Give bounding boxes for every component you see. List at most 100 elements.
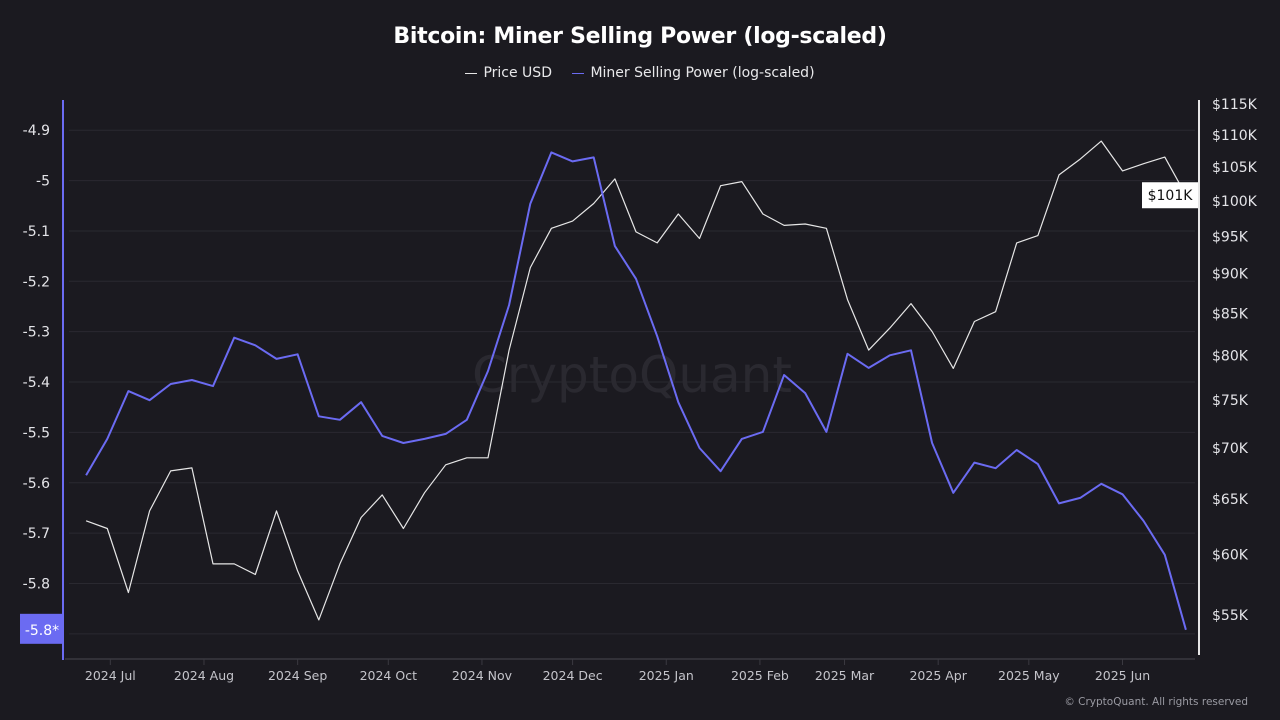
- price-point: [339, 563, 341, 565]
- legend-item-price[interactable]: Price USD: [465, 65, 552, 81]
- price-point: [762, 213, 764, 215]
- price-point: [381, 494, 383, 496]
- x-tick-label: 2025 May: [998, 668, 1060, 683]
- msp-point: [656, 335, 658, 337]
- price-point: [1100, 140, 1102, 142]
- x-tick-label: 2024 Oct: [360, 668, 417, 683]
- msp-point: [1143, 520, 1145, 522]
- msp-point: [466, 419, 468, 421]
- left-tick-label: -5.2: [23, 274, 50, 290]
- right-tick-label: $60K: [1212, 548, 1249, 564]
- price-point: [275, 510, 277, 512]
- price-point: [720, 185, 722, 187]
- price-point: [424, 492, 426, 494]
- msp-point: [572, 160, 574, 162]
- price-point: [825, 227, 827, 229]
- price-point: [1164, 156, 1166, 158]
- x-tick-label: 2025 Jan: [639, 668, 694, 683]
- price-swatch-icon: [465, 72, 478, 74]
- msp-point: [698, 447, 700, 449]
- msp-point: [1037, 463, 1039, 465]
- price-point: [297, 570, 299, 572]
- msp-point: [1121, 493, 1123, 495]
- price-point: [889, 327, 891, 329]
- price-point: [910, 303, 912, 305]
- right-tick-label: $110K: [1212, 128, 1258, 144]
- price-point: [1058, 174, 1060, 176]
- left-tick-label: -5.4: [23, 375, 50, 391]
- right-tick-label: $95K: [1212, 229, 1249, 245]
- price-point: [508, 349, 510, 351]
- x-tick-label: 2025 Mar: [815, 668, 875, 683]
- msp-point: [191, 379, 193, 381]
- price-point: [593, 203, 595, 205]
- price-point: [868, 349, 870, 351]
- right-tick-label: $105K: [1212, 160, 1258, 176]
- series-lines: [85, 140, 1187, 631]
- msp-point: [360, 401, 362, 403]
- price-point: [741, 181, 743, 183]
- price-point: [254, 573, 256, 575]
- x-axis: 2024 Jul 2024 Aug 2024 Sep 2024 Oct 2024 Nov…: [65, 658, 1195, 683]
- msp-point: [995, 467, 997, 469]
- x-tick-label: 2025 Jun: [1095, 668, 1150, 683]
- price-current-badge: [1142, 182, 1198, 209]
- price-point: [804, 223, 806, 225]
- msp-point: [127, 390, 129, 392]
- msp-point: [381, 435, 383, 437]
- price-point: [170, 470, 172, 472]
- left-tick-label: -5.8: [23, 576, 50, 592]
- msp-point: [889, 354, 891, 356]
- legend-label-price: Price USD: [483, 65, 552, 82]
- left-tick-label: -5.7: [23, 526, 50, 542]
- price-point: [995, 311, 997, 313]
- msp-point: [593, 156, 595, 158]
- msp-point: [910, 349, 912, 351]
- left-tick-label: -5.1: [23, 224, 50, 240]
- watermark: CryptoQuant: [472, 346, 792, 404]
- msp-point: [635, 278, 637, 280]
- copyright: © CryptoQuant. All rights reserved: [1064, 696, 1248, 708]
- right-tick-label: $90K: [1212, 267, 1249, 283]
- left-tick-label: -5.3: [23, 325, 50, 341]
- price-point: [191, 467, 193, 469]
- msp-point: [254, 344, 256, 346]
- msp-point: [1164, 554, 1166, 556]
- msp-point: [952, 492, 954, 494]
- msp-point: [931, 442, 933, 444]
- msp-point: [762, 431, 764, 433]
- price-point: [233, 563, 235, 565]
- msp-point: [212, 385, 214, 387]
- price-point: [952, 367, 954, 369]
- msp-point: [783, 374, 785, 376]
- chart-title: Bitcoin: Miner Selling Power (log-scaled…: [393, 24, 887, 49]
- msp-point: [85, 474, 87, 476]
- price-point: [402, 528, 404, 530]
- msp-point: [445, 433, 447, 435]
- price-point: [445, 464, 447, 466]
- price-point: [550, 227, 552, 229]
- x-tick-label: 2025 Apr: [909, 668, 967, 683]
- msp-point: [508, 304, 510, 306]
- msp-point: [106, 438, 108, 440]
- msp-point: [720, 470, 722, 472]
- price-point: [466, 457, 468, 459]
- right-tick-label: $65K: [1212, 492, 1249, 508]
- legend-item-msp[interactable]: Miner Selling Power (log-scaled): [572, 65, 815, 82]
- x-tick-label: 2024 Aug: [174, 668, 234, 683]
- msp-point: [318, 415, 320, 417]
- legend-label-msp: Miner Selling Power (log-scaled): [590, 65, 815, 82]
- msp-point: [973, 462, 975, 464]
- price-point: [931, 330, 933, 332]
- price-current-value: $101K: [1148, 188, 1194, 204]
- msp-point: [1185, 629, 1187, 631]
- price-point: [572, 220, 574, 222]
- x-tick-label: 2025 Feb: [731, 668, 789, 683]
- right-tick-label: $55K: [1212, 608, 1249, 624]
- msp-point: [868, 367, 870, 369]
- msp-point: [297, 353, 299, 355]
- msp-point: [402, 442, 404, 444]
- msp-point: [550, 151, 552, 153]
- price-point: [85, 520, 87, 522]
